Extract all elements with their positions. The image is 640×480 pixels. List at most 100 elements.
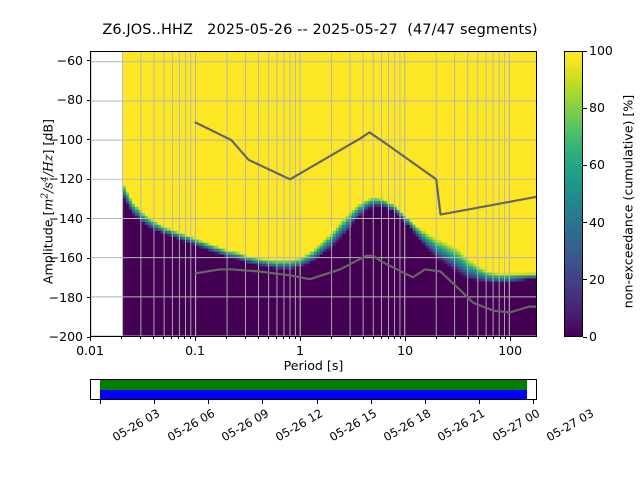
x-tick-label: 100 bbox=[498, 343, 523, 358]
y-axis-label-sup-2: 2 bbox=[40, 192, 51, 199]
timeline-tick-label: 05-26 18 bbox=[381, 406, 434, 445]
x-tick-mark-minor bbox=[171, 337, 173, 340]
timeline-tick-mark bbox=[479, 400, 481, 404]
data-coverage-green bbox=[100, 380, 528, 390]
x-tick-mark-minor bbox=[504, 337, 506, 340]
x-tick-mark-minor bbox=[121, 337, 123, 340]
x-tick-mark-minor bbox=[454, 337, 456, 340]
timeline-tick-label: 05-27 03 bbox=[543, 406, 596, 445]
y-tick-mark bbox=[86, 139, 90, 141]
data-coverage-blue bbox=[100, 389, 528, 399]
colorbar-tick-mark bbox=[583, 107, 587, 109]
x-tick-mark-minor bbox=[178, 337, 180, 340]
x-tick-mark-minor bbox=[89, 337, 91, 341]
x-tick-mark-minor bbox=[373, 337, 375, 340]
x-tick-mark-minor bbox=[499, 337, 501, 340]
x-tick-mark-minor bbox=[467, 337, 469, 340]
timeline-tick-label: 05-27 00 bbox=[489, 406, 542, 445]
x-tick-mark-minor bbox=[226, 337, 228, 340]
y-axis-label-sup-4: 4 bbox=[40, 176, 51, 183]
x-tick-mark-minor bbox=[267, 337, 269, 340]
colorbar-tick-mark bbox=[583, 50, 587, 52]
y-axis-label-unit-s: /s bbox=[40, 182, 56, 193]
x-tick-mark-minor bbox=[257, 337, 259, 340]
colorbar-tick-mark bbox=[583, 164, 587, 166]
timeline-tick-mark bbox=[262, 400, 264, 404]
x-tick-mark-minor bbox=[152, 337, 154, 340]
y-tick-label: −140 bbox=[48, 210, 83, 226]
x-tick-mark-minor bbox=[381, 337, 383, 340]
x-tick-label: 0.01 bbox=[76, 343, 104, 358]
x-tick-mark-minor bbox=[331, 337, 333, 340]
x-tick-mark-minor bbox=[399, 337, 401, 340]
colorbar-tick-label: 20 bbox=[589, 271, 605, 287]
colorbar-tick-mark bbox=[583, 279, 587, 281]
timeline-tick-label: 05-26 09 bbox=[218, 406, 271, 445]
page-title: Z6.JOS..HHZ 2025-05-26 -- 2025-05-27 (47… bbox=[102, 22, 538, 38]
x-tick-mark-minor bbox=[244, 337, 246, 340]
x-tick-mark-minor bbox=[436, 337, 438, 340]
x-tick-mark-minor bbox=[493, 337, 495, 340]
timeline-tick-mark bbox=[154, 400, 156, 404]
colorbar-tick-label: 100 bbox=[589, 43, 613, 58]
x-tick-mark-minor bbox=[283, 337, 285, 340]
y-tick-label: −60 bbox=[56, 52, 83, 68]
y-tick-mark bbox=[86, 336, 90, 338]
timeline-tick-label: 05-26 12 bbox=[272, 406, 326, 445]
data-coverage-timeline[interactable] bbox=[90, 379, 537, 400]
x-tick-mark-minor bbox=[486, 337, 488, 340]
colorbar-label: non-exceedance (cumulative) [%] bbox=[620, 94, 636, 309]
x-tick-mark-minor bbox=[299, 337, 301, 341]
timeline-tick-label: 05-26 03 bbox=[110, 406, 163, 445]
colorbar-tick-label: 40 bbox=[589, 214, 605, 230]
x-tick-mark-minor bbox=[404, 337, 406, 341]
y-tick-mark bbox=[86, 257, 90, 259]
y-tick-label: −200 bbox=[48, 329, 83, 344]
colorbar-tick-mark bbox=[583, 336, 587, 338]
x-tick-label: 10 bbox=[397, 343, 414, 358]
x-axis-label: Period [s] bbox=[283, 358, 344, 373]
timeline-tick-label: 05-26 06 bbox=[164, 406, 217, 445]
x-tick-mark-minor bbox=[362, 337, 364, 340]
y-tick-mark bbox=[86, 178, 90, 180]
colorbar-gradient bbox=[565, 52, 582, 336]
x-tick-mark-minor bbox=[276, 337, 278, 340]
x-tick-mark-minor bbox=[189, 337, 191, 340]
y-tick-mark bbox=[86, 99, 90, 101]
y-tick-label: −100 bbox=[48, 131, 83, 147]
ppsd-plot-area[interactable] bbox=[90, 51, 537, 337]
colorbar-tick-label: 80 bbox=[589, 100, 605, 116]
x-tick-label: 1 bbox=[296, 343, 305, 358]
timeline-tick-mark bbox=[370, 400, 372, 404]
colorbar-tick-label: 0 bbox=[589, 329, 597, 344]
colorbar-tick-label: 60 bbox=[589, 157, 605, 173]
y-tick-mark bbox=[86, 218, 90, 220]
y-axis-label-prefix: Amplitude [ bbox=[40, 210, 56, 285]
x-tick-mark-minor bbox=[194, 337, 196, 341]
timeline-tick-mark bbox=[99, 400, 101, 404]
x-tick-mark-minor bbox=[294, 337, 296, 340]
x-tick-mark-minor bbox=[162, 337, 164, 340]
y-tick-label: −160 bbox=[48, 250, 83, 266]
y-tick-label: −80 bbox=[56, 92, 83, 108]
y-tick-mark bbox=[86, 297, 90, 299]
x-tick-mark-minor bbox=[349, 337, 351, 340]
x-tick-mark-minor bbox=[139, 337, 141, 340]
x-tick-mark-minor bbox=[509, 337, 511, 341]
timeline-tick-mark bbox=[533, 400, 535, 404]
colorbar[interactable] bbox=[564, 51, 583, 337]
y-axis-label: Amplitude [m2/s4/Hz] [dB] bbox=[40, 52, 55, 352]
timeline-tick-mark bbox=[208, 400, 210, 404]
y-tick-mark bbox=[86, 60, 90, 62]
x-tick-mark-minor bbox=[388, 337, 390, 340]
x-tick-mark-minor bbox=[289, 337, 291, 340]
y-axis-label-suffix: ] [dB] bbox=[40, 119, 56, 155]
y-tick-label: −120 bbox=[48, 171, 83, 187]
colorbar-tick-mark bbox=[583, 222, 587, 224]
ppsd-histogram-canvas bbox=[91, 52, 536, 336]
timeline-tick-mark bbox=[316, 400, 318, 404]
x-tick-label: 0.1 bbox=[185, 343, 205, 358]
y-tick-label: −180 bbox=[48, 289, 83, 305]
x-tick-mark-minor bbox=[184, 337, 186, 340]
